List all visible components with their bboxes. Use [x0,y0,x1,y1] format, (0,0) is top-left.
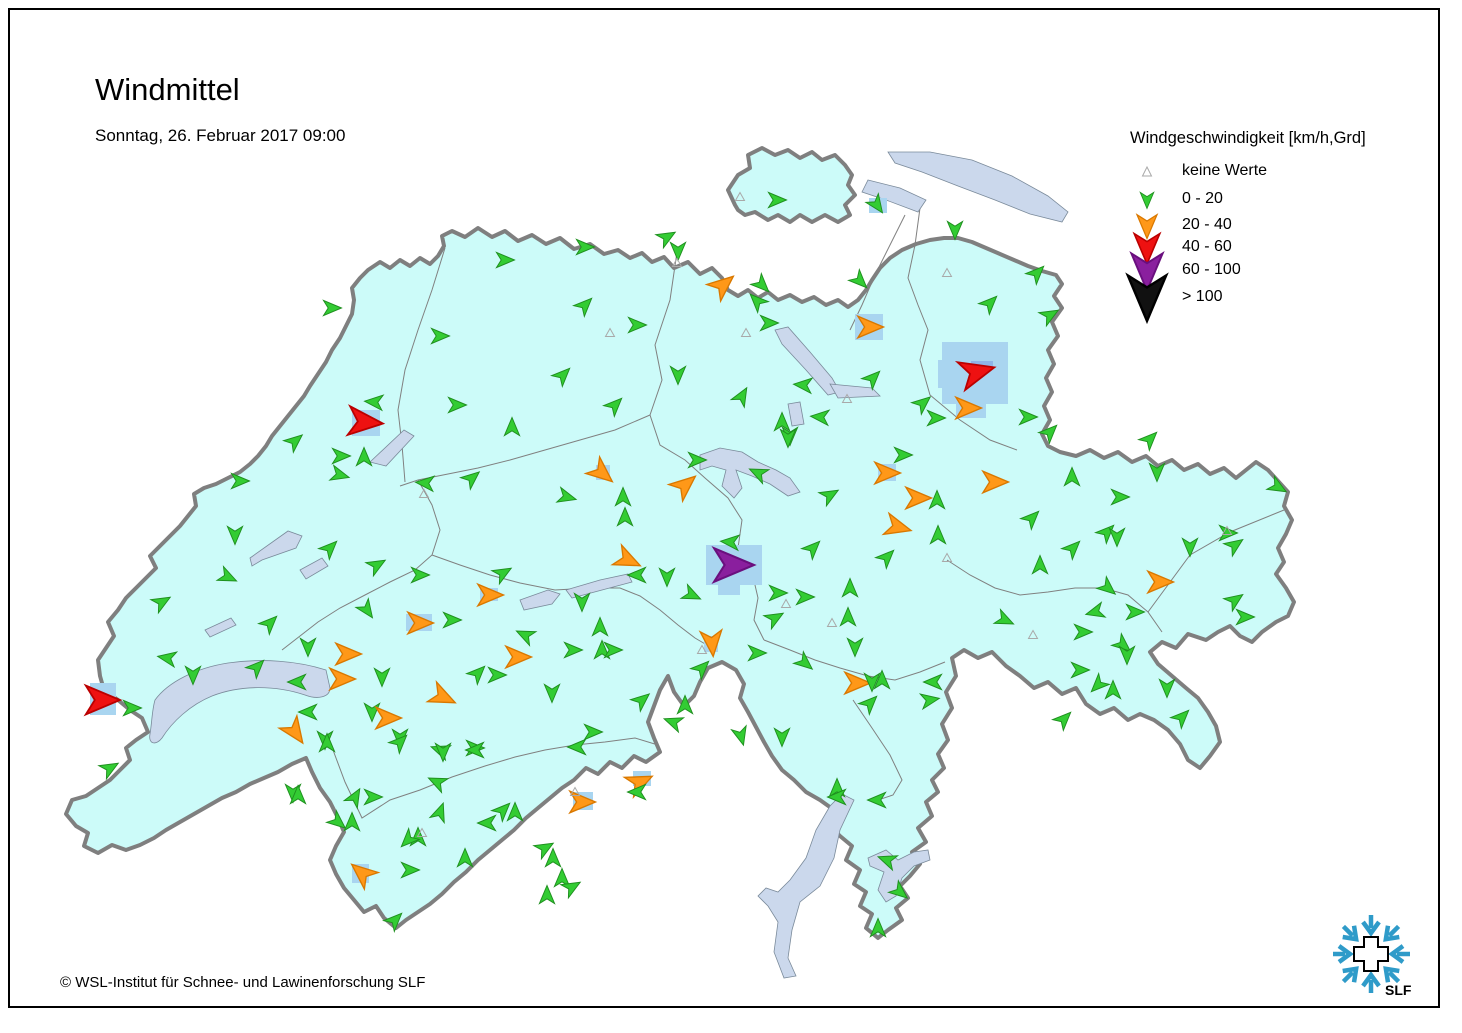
snowflake-icon [1333,915,1410,993]
slf-logo: SLF [1333,915,1413,998]
lago-maggiore [757,793,855,979]
legend-label-gt-100: > 100 [1182,288,1223,305]
wind-arrow-20-40-icon [1135,213,1159,241]
wind-arrow-40-60-icon [1132,231,1162,267]
no-value-triangle-icon [1141,165,1153,177]
lakes [149,151,1069,979]
lake-thun [519,589,561,611]
schaffhausen-enclave [726,146,857,224]
lake-lugano [867,849,931,903]
lake-biel [369,429,415,467]
wind-arrow-gt-100-icon [1125,272,1169,325]
page-title: Windmittel [95,72,240,107]
untersee [861,179,927,213]
legend-label-0-20: 0 - 20 [1182,190,1223,207]
lake-zug [787,401,805,427]
legend-label-20-40: 20 - 40 [1182,216,1232,233]
wind-arrow-0-20-icon [1139,191,1155,210]
legend-label-40-60: 40 - 60 [1182,238,1232,255]
wind-station-arrows [83,191,1288,938]
legend-label-60-100: 60 - 100 [1182,261,1241,278]
lake-brienz [565,573,633,599]
legend-title: Windgeschwindigkeit [km/h,Grd] [1130,129,1366,147]
lake-constance [887,151,1069,223]
timestamp: Sonntag, 26. Februar 2017 09:00 [95,126,346,145]
swiss-cross-icon [1353,936,1389,972]
copyright-text: © WSL-Institut für Schnee- und Lawinenfo… [60,974,426,991]
slf-logo-text: SLF [1385,982,1412,998]
lac-de-joux [204,617,237,638]
legend-label-keine-werte: keine Werte [1182,162,1268,179]
lake-neuchatel [249,530,303,567]
page-border [8,8,1440,1008]
walensee [829,383,881,399]
wind-arrow-60-100-icon [1129,250,1165,294]
lake-murten [299,557,329,580]
